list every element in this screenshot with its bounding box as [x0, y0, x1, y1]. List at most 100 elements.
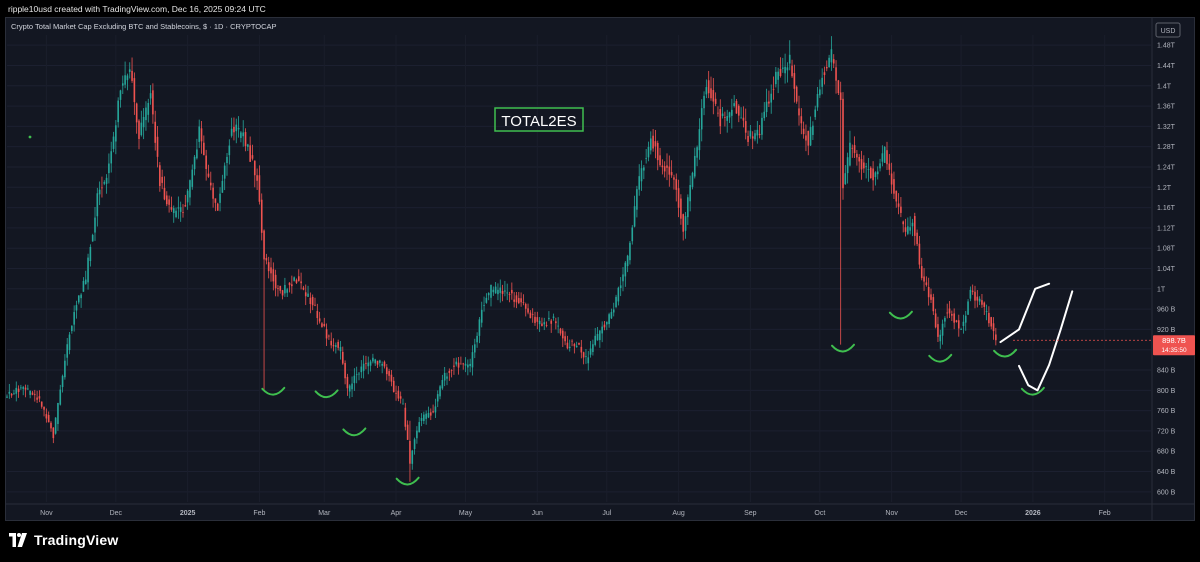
candle-body: [844, 173, 847, 185]
candle-body: [879, 163, 881, 169]
candle-body: [666, 165, 668, 168]
y-axis[interactable]: 1.48T 1.44T 1.4T 1.36T 1.32T 1.28T 1.24T 1.2T 1.…: [1151, 17, 1176, 521]
candle-body: [286, 289, 289, 293]
tradingview-brand[interactable]: TradingView: [8, 532, 118, 548]
candle-body: [964, 315, 967, 323]
candle-body: [689, 185, 691, 202]
candle-body: [524, 303, 527, 309]
candle-body: [663, 166, 666, 172]
x-tick-label: Jun: [532, 510, 543, 517]
candle-body: [101, 187, 103, 189]
candle-body: [890, 173, 893, 185]
candle-body: [798, 108, 800, 116]
chart-area[interactable]: 1.48T 1.44T 1.4T 1.36T 1.32T 1.28T 1.24T 1.2T 1.…: [5, 17, 1195, 521]
candle-body: [867, 169, 870, 171]
candle-body: [395, 392, 397, 394]
candle-body: [937, 324, 939, 337]
candle-body: [772, 89, 775, 91]
candle-body: [698, 129, 701, 151]
y-tick-label: 640 B: [1157, 469, 1176, 476]
candle-body: [545, 325, 548, 326]
candle-body: [427, 412, 430, 418]
y-tick-label: 720 B: [1157, 428, 1176, 435]
candle-body: [43, 406, 45, 410]
candle-body: [735, 101, 738, 114]
candle-body: [536, 317, 539, 322]
candle-body: [75, 305, 78, 311]
candle-body: [825, 66, 828, 69]
candle-body: [622, 274, 624, 282]
candle-body: [904, 227, 907, 232]
candle-body: [29, 390, 31, 395]
candle-body: [946, 312, 949, 314]
candle-body: [592, 344, 594, 352]
candle-body: [527, 308, 529, 313]
bottom-marker: [888, 310, 913, 320]
candle-body: [601, 326, 603, 334]
candle-body: [50, 422, 52, 429]
candle-body: [27, 388, 29, 390]
markers-layer: [28, 135, 1151, 486]
currency-badge[interactable]: USD: [1155, 22, 1181, 38]
candle-body: [351, 383, 353, 390]
x-tick-label: Nov: [885, 510, 898, 517]
candle-body: [823, 72, 826, 76]
candle-body: [751, 136, 754, 139]
candle-body: [659, 155, 661, 166]
y-tick-label: 760 B: [1157, 408, 1176, 415]
candle-body: [552, 316, 555, 318]
candle-body: [383, 361, 386, 367]
candle-body: [205, 155, 207, 169]
candle-body: [121, 83, 124, 86]
candle-body: [328, 335, 330, 337]
candle-body: [788, 54, 791, 64]
candle-body: [633, 206, 636, 227]
candle-body: [360, 366, 363, 373]
y-tick-label: 1.12T: [1157, 225, 1176, 232]
candle-body: [930, 294, 932, 300]
candle-body: [309, 297, 312, 305]
candle-body: [321, 323, 323, 327]
candle-body: [781, 67, 784, 69]
candle-body: [925, 282, 928, 285]
x-axis[interactable]: Nov Dec 2025 Feb Mar Apr May Jun Jul Aug Sep Oct Nov…: [5, 503, 1195, 517]
candle-body: [888, 163, 891, 170]
candle-body: [441, 380, 444, 389]
projection-stroke: [999, 282, 1051, 344]
candle-body: [235, 124, 238, 132]
candle-body: [411, 450, 414, 464]
candle-body: [68, 334, 71, 351]
candle-body: [756, 129, 759, 136]
candle-body: [52, 427, 55, 439]
candle-body: [251, 155, 254, 159]
candle-body: [918, 243, 921, 265]
candle-body: [80, 294, 82, 299]
candle-body: [765, 101, 768, 113]
candle-body: [617, 287, 620, 302]
candle-body: [105, 177, 108, 184]
candle-body: [66, 344, 69, 358]
candle-body: [575, 345, 578, 348]
candle-body: [337, 341, 339, 348]
x-tick-label: Nov: [40, 510, 53, 517]
candle-body: [390, 374, 393, 382]
candle-body: [464, 363, 467, 366]
candle-body: [277, 288, 279, 289]
candle-body: [494, 286, 497, 294]
candle-body: [61, 375, 64, 388]
candle-body: [291, 284, 293, 287]
candle-body: [916, 232, 918, 245]
candle-body: [881, 153, 884, 162]
tradingview-logo-icon: [9, 533, 27, 547]
candle-body: [587, 357, 590, 364]
candle-body: [974, 291, 976, 301]
candle-body: [812, 125, 814, 135]
candle-body: [793, 73, 796, 89]
candle-body: [182, 212, 184, 213]
candle-body: [610, 312, 613, 319]
candle-body: [988, 312, 990, 324]
candle-body: [561, 330, 564, 339]
projection-stroke: [1018, 290, 1074, 392]
candle-body: [172, 208, 175, 214]
total2es-annotation[interactable]: TOTAL2ES: [494, 107, 584, 132]
